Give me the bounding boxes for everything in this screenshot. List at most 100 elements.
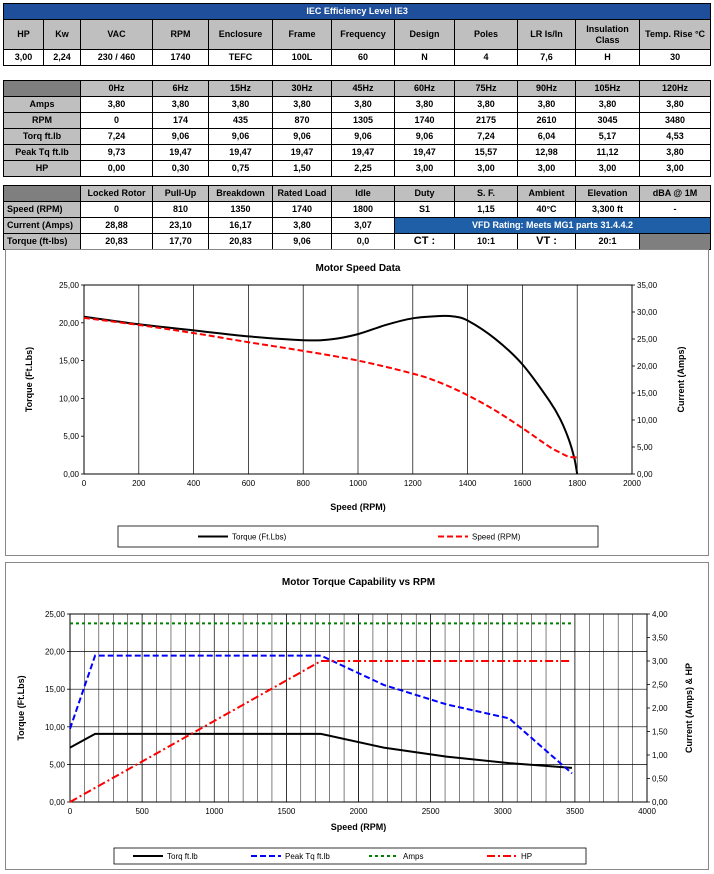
freq-column-header: 60Hz [394, 80, 455, 97]
y2-tick-label: 30,00 [637, 308, 658, 317]
table-cell: 3,00 [394, 160, 455, 177]
perf-column-header: Idle [331, 185, 395, 202]
y2-tick-label: 4,00 [652, 610, 668, 619]
series-line-torque-ft-lbs- [83, 314, 579, 475]
spec-value: 1740 [152, 49, 209, 66]
spec-header: VAC [80, 19, 153, 50]
x-tick-label: 3000 [494, 807, 512, 816]
y2-tick-label: 2,00 [652, 704, 668, 713]
table-cell: S1 [394, 201, 455, 218]
table-cell: 3,80 [80, 96, 153, 113]
table-cell: 19,47 [208, 144, 273, 161]
table-row: Torq ft.lb 7,24 9,06 9,06 9,06 9,06 9,06… [3, 128, 711, 145]
y-tick-label: 5,00 [63, 432, 79, 441]
table-cell: 17,70 [152, 233, 209, 250]
legend-label: HP [521, 852, 532, 861]
x-tick-label: 3500 [566, 807, 584, 816]
perf-column-header: Pull-Up [152, 185, 209, 202]
table-row: Amps 3,80 3,80 3,80 3,80 3,80 3,80 3,80 … [3, 96, 711, 113]
perf-column-header: Locked Rotor [80, 185, 153, 202]
table-row: Torque (ft-lbs) 20,83 17,70 20,83 9,06 0… [3, 233, 711, 250]
legend-box [113, 847, 587, 865]
y2-axis-label: Current (Amps) & HP [684, 663, 694, 753]
frequency-table: 0Hz 6Hz 15Hz 30Hz 45Hz 60Hz 75Hz 90Hz 10… [3, 80, 711, 177]
y-tick-label: 5,00 [49, 760, 65, 769]
table-cell: 3,80 [208, 96, 273, 113]
table-row: Current (Amps) 28,88 23,10 16,17 3,80 3,… [3, 217, 711, 234]
y-tick-label: 10,00 [45, 723, 66, 732]
y-tick-label: 20,00 [59, 319, 80, 328]
table-cell: 4,53 [639, 128, 711, 145]
spec-header: HP [3, 19, 44, 50]
perf-column-header: Breakdown [208, 185, 273, 202]
x-tick-label: 2000 [623, 479, 641, 488]
table-cell: 15,57 [454, 144, 518, 161]
row-label: Torq ft.lb [3, 128, 81, 145]
table-cell: 3,80 [639, 96, 711, 113]
freq-column-header: 0Hz [80, 80, 153, 97]
table-cell: 1,50 [272, 160, 332, 177]
table-row: HP 0,00 0,30 0,75 1,50 2,25 3,00 3,00 3,… [3, 160, 711, 177]
spec-value: TEFC [208, 49, 273, 66]
x-axis-label: Speed (RPM) [331, 822, 387, 832]
freq-column-header: 45Hz [331, 80, 395, 97]
perf-column-header: S. F. [454, 185, 518, 202]
torque-capability-chart: Motor Torque Capability vs RPM 0 500 1000 15… [16, 577, 694, 865]
performance-header-row: Locked Rotor Pull-Up Breakdown Rated Loa… [3, 185, 711, 202]
x-tick-label: 1200 [404, 479, 422, 488]
y2-tick-label: 3,00 [652, 657, 668, 666]
x-tick-label: 400 [187, 479, 201, 488]
table-cell: 40°C [517, 201, 576, 218]
x-axis-label: Speed (RPM) [330, 502, 386, 512]
spec-value: 7,6 [517, 49, 576, 66]
y-tick-label: 25,00 [59, 281, 80, 290]
corner-cell [3, 80, 81, 97]
row-label: Amps [3, 96, 81, 113]
y-tick-label: 25,00 [45, 610, 66, 619]
spec-value: H [575, 49, 640, 66]
spec-value: 2,24 [43, 49, 81, 66]
x-tick-label: 1800 [568, 479, 586, 488]
table-row: Peak Tq ft.lb 9,73 19,47 19,47 19,47 19,… [3, 144, 711, 161]
legend-box [117, 525, 599, 548]
table-cell: 2610 [517, 112, 576, 129]
table-cell: 19,47 [272, 144, 332, 161]
table-cell: 1740 [272, 201, 332, 218]
y2-axis-label: Current (Amps) [676, 346, 686, 412]
table-cell: 3,00 [575, 160, 640, 177]
legend-label: Amps [403, 852, 423, 861]
table-cell: 3,80 [454, 96, 518, 113]
chart-title: Motor Speed Data [315, 263, 400, 274]
table-cell: 870 [272, 112, 332, 129]
y2-tick-label: 20,00 [637, 362, 658, 371]
y2-tick-label: 25,00 [637, 335, 658, 344]
table-cell: 3,00 [639, 160, 711, 177]
table-cell: 0,30 [152, 160, 209, 177]
x-tick-label: 500 [135, 807, 149, 816]
perf-column-header: Ambient [517, 185, 576, 202]
legend-label: Speed (RPM) [472, 533, 521, 542]
spec-table: IEC Efficiency Level IE3 HP Kw VAC RPM E… [2, 3, 712, 66]
vfd-rating: VFD Rating: Meets MG1 parts 31.4.4.2 [394, 217, 711, 234]
y2-tick-label: 1,50 [652, 728, 668, 737]
legend-label: Torq ft.lb [167, 852, 198, 861]
x-tick-label: 1000 [205, 807, 223, 816]
empty-cell [639, 233, 711, 250]
table-cell: 9,06 [272, 233, 332, 250]
table-cell: 9,73 [80, 144, 153, 161]
spec-header: LR Is/In [517, 19, 576, 50]
table-cell: 3,80 [272, 96, 332, 113]
table-cell: 1800 [331, 201, 395, 218]
motor-speed-chart-panel: Motor Speed Data 0 200 400 600 800 1000 1200 140… [5, 249, 709, 556]
table-cell: 3,80 [575, 96, 640, 113]
x-tick-label: 200 [132, 479, 146, 488]
table-cell: 3,80 [272, 217, 332, 234]
table-cell: 6,04 [517, 128, 576, 145]
table-cell: 3,80 [394, 96, 455, 113]
table-cell: 3,00 [517, 160, 576, 177]
row-label: Current (Amps) [3, 217, 81, 234]
x-tick-label: 1400 [459, 479, 477, 488]
spec-header: Design [394, 19, 455, 50]
vt-label: VT : [517, 233, 576, 250]
spec-value: N [394, 49, 455, 66]
